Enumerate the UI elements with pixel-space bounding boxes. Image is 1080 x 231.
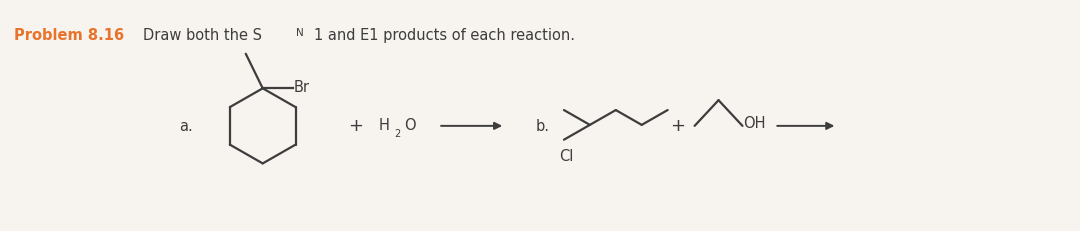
Text: O: O — [404, 118, 416, 133]
Text: +: + — [348, 116, 363, 134]
Text: Draw both the S: Draw both the S — [143, 28, 262, 43]
Text: b.: b. — [536, 119, 550, 134]
Text: 2: 2 — [394, 128, 401, 138]
Text: OH: OH — [743, 116, 766, 131]
Text: H: H — [378, 118, 389, 133]
Text: Problem 8.16: Problem 8.16 — [14, 28, 124, 43]
Text: Cl: Cl — [558, 148, 573, 163]
Text: 1 and E1 products of each reaction.: 1 and E1 products of each reaction. — [313, 28, 575, 43]
Text: +: + — [671, 116, 685, 134]
Text: N: N — [296, 28, 303, 38]
Text: a.: a. — [179, 119, 193, 134]
Text: Br: Br — [294, 80, 310, 95]
